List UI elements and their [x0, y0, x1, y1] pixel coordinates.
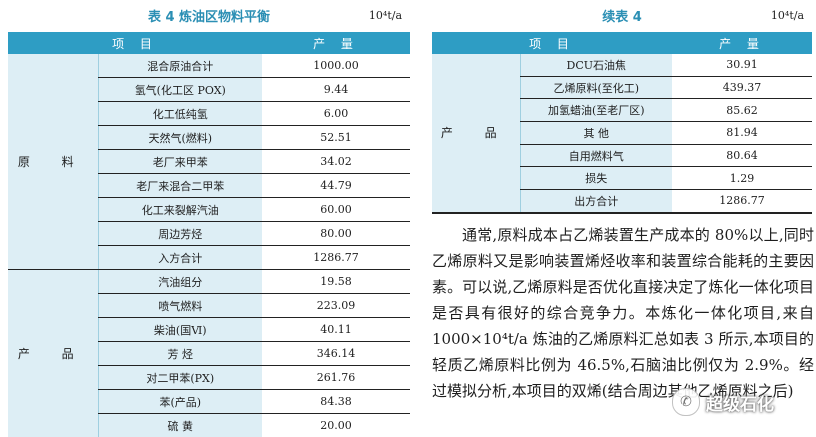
row-name: 混合原油合计 — [98, 54, 262, 78]
row-name: 出方合计 — [520, 190, 672, 213]
row-name: 苯(产品) — [98, 390, 262, 414]
table-caption: 续表 4 — [432, 6, 812, 25]
row-value: 80.00 — [262, 222, 410, 246]
row-name: 芳 烃 — [98, 342, 262, 366]
row-value: 261.76 — [262, 366, 410, 390]
row-value: 81.94 — [672, 122, 812, 145]
table-unit: 10⁴t/a — [369, 9, 402, 22]
row-name: 氢气(化工区 POX) — [98, 78, 262, 102]
row-value: 6.00 — [262, 102, 410, 126]
row-value: 19.58 — [262, 270, 410, 294]
row-name: 周边芳烃 — [98, 222, 262, 246]
group-label-products: 产 品 — [8, 270, 98, 437]
row-value: 439.37 — [672, 76, 812, 99]
row-value: 1000.00 — [262, 54, 410, 78]
row-name: 加氢蜡油(至老厂区) — [520, 99, 672, 122]
paragraph: 通常,原料成本占乙烯装置生产成本的 80%以上,同时乙烯原料又是影响装置烯烃收率… — [432, 222, 814, 404]
row-value: 1286.77 — [262, 246, 410, 270]
row-value: 223.09 — [262, 294, 410, 318]
column-header-item: 项 目 — [8, 32, 262, 54]
row-value: 1.29 — [672, 167, 812, 190]
row-value: 9.44 — [262, 78, 410, 102]
row-value: 40.11 — [262, 318, 410, 342]
row-name: 化工低纯氢 — [98, 102, 262, 126]
row-value: 52.51 — [262, 126, 410, 150]
row-name: 入方合计 — [98, 246, 262, 270]
watermark: ✆ 超级石化 — [672, 386, 792, 418]
row-value: 34.02 — [262, 150, 410, 174]
row-name: 老厂来甲苯 — [98, 150, 262, 174]
table-unit: 10⁴t/a — [771, 9, 804, 22]
wechat-icon: ✆ — [672, 388, 700, 416]
material-balance-table: 项 目 产 量 原 料 混合原油合计 1000.00 氢气(化工区 POX)9.… — [8, 32, 410, 437]
row-value: 30.91 — [672, 54, 812, 76]
row-name: 损失 — [520, 167, 672, 190]
row-name: 柴油(国Ⅵ) — [98, 318, 262, 342]
group-label-products: 产 品 — [432, 54, 520, 213]
column-header-output: 产 量 — [262, 32, 410, 54]
row-name: 化工来裂解汽油 — [98, 198, 262, 222]
table-caption: 表 4 炼油区物料平衡 — [8, 6, 410, 25]
watermark-text: 超级石化 — [706, 390, 774, 415]
row-name: 喷气燃料 — [98, 294, 262, 318]
row-name: 自用燃料气 — [520, 144, 672, 167]
row-value: 85.62 — [672, 99, 812, 122]
row-name: 汽油组分 — [98, 270, 262, 294]
row-name: 对二甲苯(PX) — [98, 366, 262, 390]
row-name: 老厂来混合二甲苯 — [98, 174, 262, 198]
row-value: 20.00 — [262, 414, 410, 437]
body-text: 通常,原料成本占乙烯装置生产成本的 80%以上,同时乙烯原料又是影响装置烯烃收率… — [432, 222, 814, 404]
row-name: 硫 黄 — [98, 414, 262, 437]
column-header-item: 项 目 — [432, 32, 672, 54]
row-value: 80.64 — [672, 144, 812, 167]
row-name: 天然气(燃料) — [98, 126, 262, 150]
material-balance-table-continued: 项 目 产 量 产 品 DCU石油焦 30.91 乙烯原料(至化工)439.37… — [432, 32, 812, 214]
row-value: 84.38 — [262, 390, 410, 414]
row-name: DCU石油焦 — [520, 54, 672, 76]
column-header-output: 产 量 — [672, 32, 812, 54]
row-value: 346.14 — [262, 342, 410, 366]
row-name: 其 他 — [520, 122, 672, 145]
table-4-continued: 续表 4 10⁴t/a 项 目 产 量 产 品 DCU石油焦 30.91 乙烯原… — [432, 0, 812, 214]
group-label-feedstock: 原 料 — [8, 54, 98, 270]
row-value: 44.79 — [262, 174, 410, 198]
row-value: 60.00 — [262, 198, 410, 222]
row-name: 乙烯原料(至化工) — [520, 76, 672, 99]
table-4: 表 4 炼油区物料平衡 10⁴t/a 项 目 产 量 原 料 混合原油合计 10… — [8, 0, 410, 437]
row-value: 1286.77 — [672, 190, 812, 213]
